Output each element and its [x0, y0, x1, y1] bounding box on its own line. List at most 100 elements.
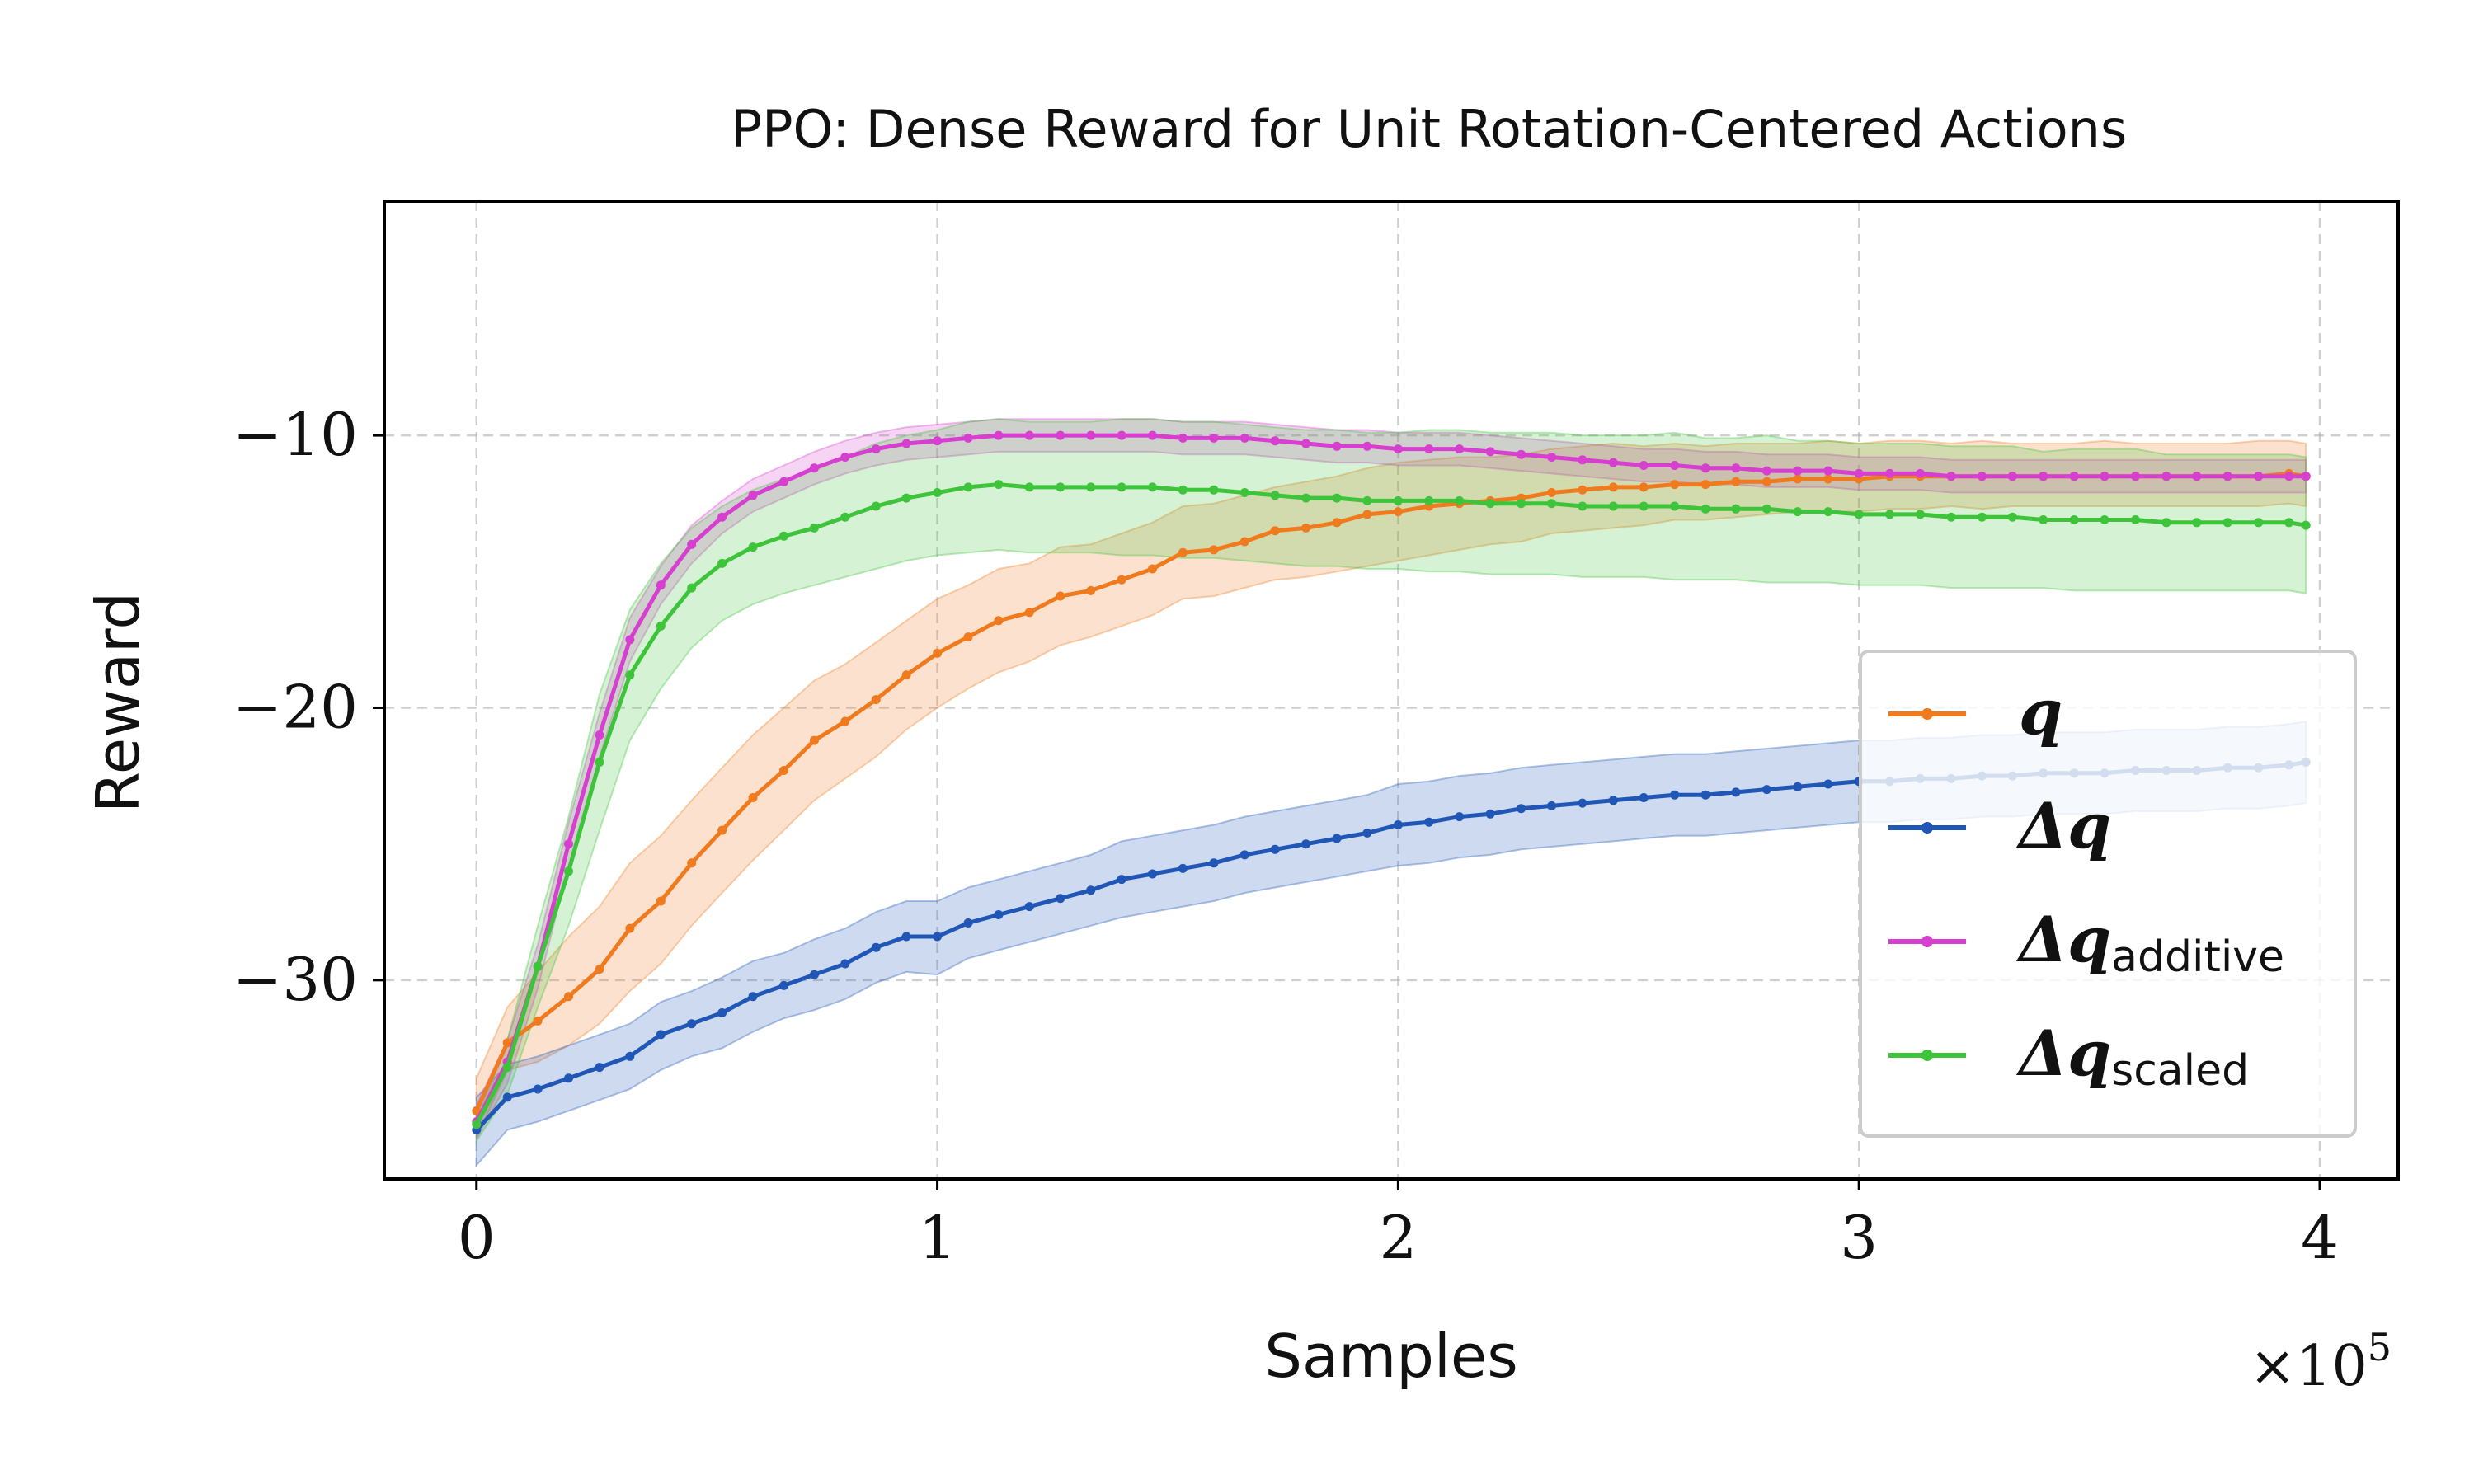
series-point-1 — [1670, 790, 1680, 800]
series-point-3 — [533, 961, 543, 971]
series-point-2 — [871, 444, 881, 454]
series-point-3 — [1270, 491, 1280, 500]
series-point-2 — [2192, 472, 2202, 481]
series-point-2 — [1485, 447, 1495, 457]
series-point-2 — [2100, 472, 2109, 481]
series-point-3 — [963, 482, 973, 492]
series-point-0 — [1056, 591, 1065, 601]
series-point-2 — [1547, 453, 1556, 462]
series-point-0 — [779, 766, 788, 775]
series-point-2 — [1946, 472, 1956, 481]
series-point-1 — [1700, 790, 1710, 800]
series-point-0 — [1209, 545, 1219, 555]
series-point-0 — [901, 670, 911, 680]
series-point-2 — [2254, 472, 2264, 481]
series-point-0 — [533, 1016, 543, 1026]
series-point-3 — [779, 531, 788, 541]
series-point-2 — [1270, 436, 1280, 446]
series-point-0 — [1547, 488, 1556, 497]
series-point-1 — [1731, 787, 1741, 797]
series-point-1 — [1239, 850, 1249, 860]
series-point-3 — [1547, 499, 1556, 509]
series-point-0 — [1670, 480, 1680, 490]
series-point-0 — [656, 896, 666, 906]
axis-ticks: 0 1 2 3 4 −10 −20 −30 — [233, 400, 2339, 1272]
series-point-3 — [625, 670, 635, 680]
series-lines — [472, 430, 2311, 1134]
series-point-2 — [779, 477, 788, 486]
series-point-2 — [1086, 430, 1096, 440]
x-axis-label: Samples — [1264, 1322, 1517, 1391]
series-point-1 — [687, 1019, 697, 1029]
series-point-2 — [1393, 444, 1403, 454]
series-point-2 — [1455, 444, 1465, 454]
series-point-1 — [779, 980, 788, 990]
series-point-3 — [871, 501, 881, 511]
series-point-1 — [1793, 782, 1803, 791]
series-point-3 — [809, 523, 819, 533]
series-point-0 — [717, 825, 727, 835]
series-point-0 — [963, 632, 973, 642]
series-point-3 — [1393, 495, 1403, 505]
series-point-1 — [656, 1030, 666, 1040]
series-point-1 — [840, 959, 850, 969]
series-point-1 — [717, 1008, 727, 1017]
series-point-3 — [472, 1120, 482, 1129]
series-point-2 — [809, 463, 819, 473]
series-point-3 — [1024, 482, 1034, 492]
series-point-1 — [1086, 885, 1096, 895]
series-point-3 — [1178, 485, 1188, 495]
series-point-0 — [625, 923, 635, 933]
series-point-2 — [1823, 466, 1833, 476]
series-point-1 — [1517, 804, 1526, 814]
series-point-0 — [1178, 547, 1188, 557]
series-point-2 — [2222, 472, 2232, 481]
series-point-3 — [1362, 495, 1372, 505]
series-point-3 — [840, 512, 850, 522]
chart-title-rest: : Dense Reward for Unit Rotation-Centere… — [832, 99, 2127, 159]
series-point-2 — [2301, 472, 2311, 481]
series-point-1 — [1332, 834, 1342, 843]
series-point-1 — [1362, 828, 1372, 838]
legend-swatch-marker — [1921, 708, 1933, 720]
series-point-0 — [1270, 526, 1280, 536]
series-point-0 — [1700, 480, 1710, 490]
series-point-3 — [1639, 501, 1649, 511]
series-point-1 — [1270, 844, 1280, 854]
series-point-1 — [1301, 839, 1311, 849]
series-point-3 — [1946, 512, 1956, 522]
series-point-2 — [933, 436, 943, 446]
legend-label-subscript: additive — [2111, 932, 2284, 982]
series-point-3 — [1885, 510, 1895, 519]
series-point-0 — [687, 858, 697, 868]
series-point-1 — [502, 1092, 512, 1102]
series-point-0 — [1823, 474, 1833, 484]
series-point-1 — [625, 1051, 635, 1061]
series-point-2 — [717, 512, 727, 522]
legend-swatch-marker — [1921, 936, 1933, 947]
series-point-2 — [1209, 433, 1219, 443]
series-point-3 — [2284, 518, 2294, 528]
series-point-3 — [1332, 493, 1342, 503]
series-point-0 — [1731, 477, 1741, 486]
series-point-3 — [1056, 482, 1065, 492]
series-point-3 — [1823, 507, 1833, 517]
series-point-2 — [1761, 466, 1771, 476]
series-point-2 — [1517, 449, 1526, 459]
series-point-2 — [1056, 430, 1065, 440]
series-point-1 — [933, 932, 943, 942]
series-point-2 — [1239, 433, 1249, 443]
series-point-3 — [933, 488, 943, 497]
series-point-3 — [1517, 499, 1526, 509]
series-point-2 — [1916, 468, 1925, 478]
series-point-0 — [1301, 523, 1311, 533]
series-point-3 — [1148, 482, 1157, 492]
series-point-0 — [994, 616, 1004, 626]
series-point-1 — [1823, 779, 1833, 789]
series-point-3 — [2161, 518, 2171, 528]
series-point-1 — [1608, 796, 1618, 805]
series-point-0 — [871, 695, 881, 705]
series-point-1 — [595, 1063, 604, 1073]
